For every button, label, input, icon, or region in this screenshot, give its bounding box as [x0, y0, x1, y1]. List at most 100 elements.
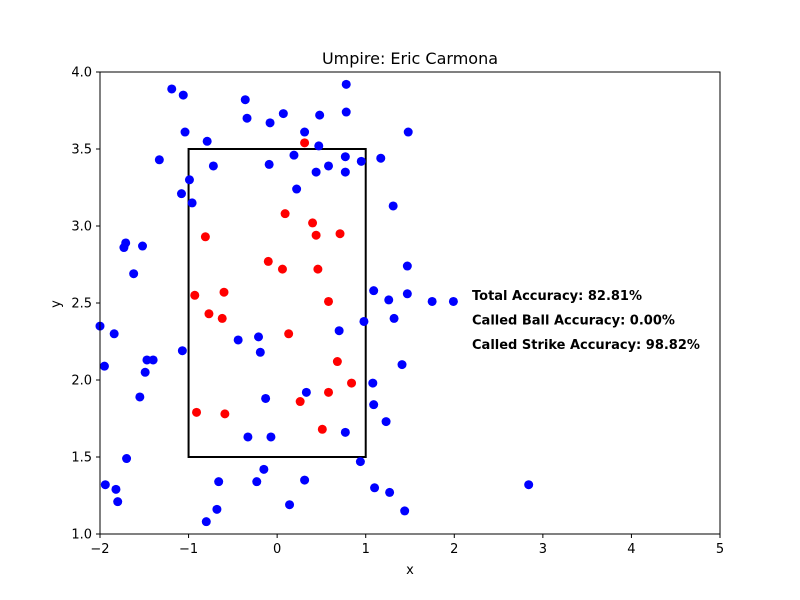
x-tick-label: 0 [273, 542, 281, 557]
pitch-point [389, 313, 399, 323]
x-tick-label: 1 [362, 542, 370, 557]
pitch-point [277, 264, 287, 274]
pitch-point [212, 504, 222, 514]
x-tick-label: 3 [539, 542, 547, 557]
pitch-point [148, 355, 158, 365]
pitch-point [402, 289, 412, 299]
pitch-point [178, 90, 188, 100]
pitch-point [176, 189, 186, 199]
pitch-point [384, 295, 394, 305]
pitch-point [300, 127, 310, 137]
pitch-point [192, 407, 202, 417]
pitch-point [266, 432, 276, 442]
pitch-point [324, 387, 334, 397]
pitch-point [142, 355, 152, 365]
pitch-point [177, 346, 187, 356]
pitch-point [324, 161, 334, 171]
pitch-point [347, 378, 357, 388]
pitch-point [140, 367, 150, 377]
pitch-point [219, 287, 229, 297]
pitch-point [190, 290, 200, 300]
pitch-point [121, 238, 131, 248]
pitch-point [240, 95, 250, 105]
accuracy-annotation: Called Strike Accuracy: 98.82% [472, 338, 700, 353]
pitch-point [324, 296, 334, 306]
pitch-point [314, 141, 324, 151]
pitch-point [280, 209, 290, 219]
pitch-point [167, 84, 177, 94]
x-tick-label: 5 [716, 542, 724, 557]
pitch-point [252, 477, 262, 487]
points-layer [95, 79, 534, 527]
pitch-point [217, 313, 227, 323]
pitch-point [311, 167, 321, 177]
pitch-point [111, 484, 121, 494]
pitch-point [370, 483, 380, 493]
pitch-point [278, 109, 288, 119]
pitch-point [208, 161, 218, 171]
pitch-point [341, 79, 351, 89]
y-tick-label: 2.0 [71, 374, 92, 389]
pitch-point [187, 198, 197, 208]
pitch-point [135, 392, 145, 402]
x-tick-label: −1 [179, 542, 198, 557]
pitch-point [202, 136, 212, 146]
pitch-point [315, 110, 325, 120]
pitch-point [400, 506, 410, 516]
pitch-point [369, 400, 379, 410]
pitch-point [255, 347, 265, 357]
pitch-point [381, 417, 391, 427]
pitch-point [204, 309, 214, 319]
accuracy-annotations: Total Accuracy: 82.81% Called Ball Accura… [472, 289, 700, 353]
pitch-point [263, 256, 273, 266]
pitch-point [109, 329, 119, 339]
pitch-point [300, 138, 310, 148]
pitch-point [138, 241, 148, 251]
x-tick-label: 4 [627, 542, 635, 557]
pitch-point [335, 229, 345, 239]
pitch-point [332, 357, 342, 367]
x-tick-label: −2 [90, 542, 109, 557]
pitch-point [376, 153, 386, 163]
pitch-point [122, 454, 132, 464]
pitch-point [264, 159, 274, 169]
pitch-point [214, 477, 224, 487]
pitch-point [359, 316, 369, 326]
pitch-point [385, 487, 395, 497]
pitch-point [427, 296, 437, 306]
pitch-point [201, 517, 211, 527]
pitch-point [265, 118, 275, 128]
strike-zone [187, 148, 367, 458]
pitch-point [334, 326, 344, 336]
pitch-point [301, 387, 311, 397]
pitch-point [184, 175, 194, 185]
pitch-point [99, 361, 109, 371]
pitch-point [243, 432, 253, 442]
pitch-point [261, 393, 271, 403]
pitch-point [524, 480, 534, 490]
chart-title: Umpire: Eric Carmona [322, 49, 498, 68]
pitch-point [311, 230, 321, 240]
pitch-point [397, 360, 407, 370]
pitch-point [356, 156, 366, 166]
accuracy-annotation: Total Accuracy: 82.81% [472, 289, 642, 304]
y-tick-label: 4.0 [71, 66, 92, 81]
pitch-point [340, 427, 350, 437]
pitch-point [388, 201, 398, 211]
pitch-point [317, 424, 327, 434]
pitch-point [254, 332, 264, 342]
y-axis-label: y [49, 300, 64, 308]
accuracy-annotation: Called Ball Accuracy: 0.00% [472, 314, 675, 329]
pitch-point [340, 167, 350, 177]
pitch-point [341, 107, 351, 117]
pitch-point [448, 296, 458, 306]
pitch-point [129, 269, 139, 279]
y-tick-label: 3.5 [71, 143, 92, 158]
pitch-point [292, 184, 302, 194]
pitch-point [200, 232, 210, 242]
pitch-point [369, 286, 379, 296]
pitch-point [340, 152, 350, 162]
pitch-point [285, 500, 295, 510]
pitch-point [100, 480, 110, 490]
